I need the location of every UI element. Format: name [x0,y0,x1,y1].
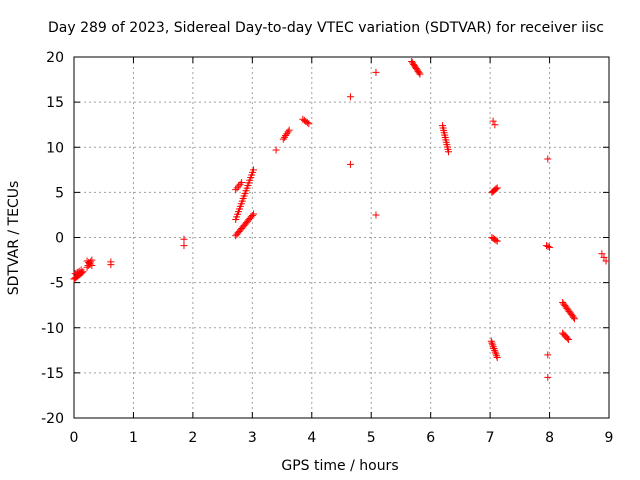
data-point [544,243,552,251]
data-point [83,263,91,271]
data-point [305,120,313,128]
x-tick-label: 2 [188,430,197,446]
data-point [490,345,498,353]
chart-title: Day 289 of 2023, Sidereal Day-to-day VTE… [48,20,604,36]
y-tick-label: 0 [55,231,64,247]
data-point [85,258,93,266]
x-tick-label: 0 [70,430,79,446]
grid-lines [74,57,609,418]
data-point [493,352,501,360]
x-tick-label: 7 [486,430,495,446]
data-point [180,242,188,250]
data-point [487,337,495,345]
data-point [86,260,94,268]
data-point [602,257,610,265]
x-tick-label: 1 [129,430,138,446]
data-point [372,68,380,76]
x-tick-label: 8 [545,430,554,446]
x-tick-label: 6 [426,430,435,446]
data-point [600,253,608,261]
x-axis-label: GPS time / hours [281,458,398,474]
y-tick-label: -20 [41,411,64,427]
y-tick-label: 5 [55,185,64,201]
data-point [282,132,290,140]
tick-labels: 0 1 2 3 4 5 6 7 8 9 -20 -15 -10 -5 0 5 10 15 20 [41,50,613,446]
data-point [492,236,500,244]
data-point [232,186,240,194]
data-point [250,210,258,218]
y-tick-label: 15 [46,95,64,111]
data-point [280,133,288,141]
data-point [489,117,497,125]
data-point [107,261,115,269]
data-point [493,184,501,192]
data-point [546,243,554,251]
data-point [180,235,188,243]
data-point [88,261,96,269]
data-point [416,70,424,78]
y-tick-label: 10 [46,140,64,156]
data-point [272,146,280,154]
data-point [489,343,497,351]
data-point [236,180,244,188]
y-axis-label: SDTVAR / TECUs [6,181,22,296]
data-point [233,184,241,192]
data-point [79,268,87,276]
data-points [70,58,610,381]
data-point [492,350,500,358]
data-point [571,315,579,323]
data-point [492,185,500,193]
data-point [372,211,380,219]
data-point [598,250,606,258]
data-point [238,178,246,186]
data-point [544,351,552,359]
x-tick-label: 5 [367,430,376,446]
data-point [489,341,497,349]
y-tick-label: -5 [50,276,64,292]
data-point [283,130,291,138]
data-point [303,119,311,127]
x-tick-label: 3 [248,430,257,446]
x-tick-label: 9 [605,430,614,446]
plot-frame [73,56,610,419]
data-point [279,135,287,143]
data-point [250,166,258,174]
data-point [543,242,551,250]
data-point [491,346,499,354]
y-tick-label: -15 [41,366,64,382]
x-tick-label: 4 [307,430,316,446]
data-point [415,69,423,77]
data-point [563,334,571,342]
data-point [285,126,293,134]
data-point [83,257,91,265]
data-point [491,348,499,356]
data-point [235,182,243,190]
data-point [493,237,501,245]
data-point [346,93,354,101]
data-point [544,373,552,381]
data-point [445,148,452,156]
data-point [284,128,292,136]
data-point [346,160,354,168]
data-point [569,313,577,321]
data-point [488,339,496,347]
data-point [565,335,573,343]
data-point [77,266,85,274]
y-tick-label: -10 [41,321,64,337]
data-point [491,121,499,129]
data-point [544,155,552,163]
data-point [493,354,501,362]
data-point [248,211,256,219]
y-tick-label: 20 [46,50,64,66]
